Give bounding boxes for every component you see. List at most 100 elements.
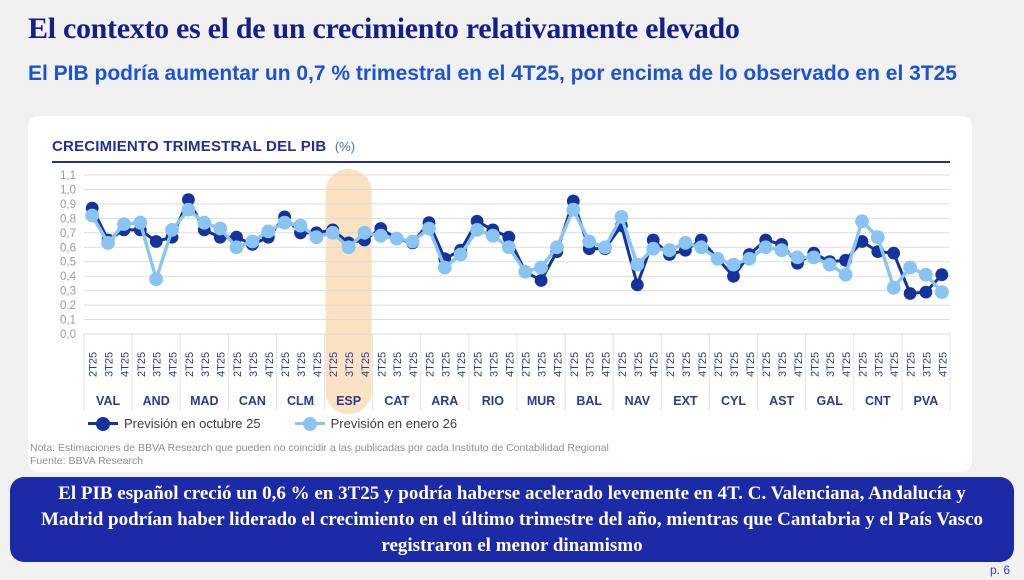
x-tick-label: 4T25: [793, 352, 805, 377]
region-label: GAL: [817, 394, 844, 408]
data-point-enero: [229, 240, 244, 255]
data-point-enero: [470, 223, 484, 237]
region-label: CNT: [865, 394, 891, 408]
x-tick-label: 3T25: [729, 352, 741, 377]
region-label: BAL: [576, 394, 602, 408]
summary-banner-text: El PIB español creció un 0,6 % en 3T25 y…: [40, 482, 984, 556]
x-tick-label: 4T25: [216, 352, 228, 377]
x-tick-label: 3T25: [296, 352, 308, 377]
x-tick-label: 4T25: [456, 352, 468, 377]
x-tick-label: 2T25: [809, 352, 821, 377]
pib-quarterly-growth-chart: 0,0 0,1 0,2 0,3 0,4 0,5 0,6 0,7 0,8 0,9 1,0 1,1 2T25…: [60, 169, 951, 414]
legend-marker-octubre: [88, 416, 118, 431]
y-tick-label: 0,7: [60, 228, 76, 240]
chart-note-line1: Nota: Estimaciones de BBVA Research que …: [30, 442, 609, 454]
data-point-enero: [855, 214, 869, 229]
data-point-enero: [486, 228, 500, 243]
x-tick-label: 2T25: [761, 352, 773, 377]
x-tick-label: 4T25: [408, 352, 420, 377]
legend-marker-enero: [294, 416, 325, 431]
data-point-enero: [373, 228, 388, 243]
data-point-enero: [357, 225, 372, 240]
data-point-enero: [85, 208, 100, 223]
y-tick-label: 0,0: [60, 329, 76, 341]
data-point-enero: [646, 241, 661, 256]
data-point-octubre: [534, 274, 548, 287]
data-point-enero: [149, 272, 164, 286]
x-tick-label: 2T25: [328, 352, 340, 377]
data-point-enero: [501, 240, 516, 255]
x-tick-label: 3T25: [392, 352, 404, 377]
data-point-enero: [117, 217, 131, 231]
x-tick-label: 3T25: [825, 352, 837, 377]
chart-note-line2: Fuente: BBVA Research: [30, 455, 144, 467]
chart-panel: CRECIMIENTO TRIMESTRAL DEL PIB (%) 0,0 0,…: [28, 116, 972, 472]
legend-dot-enero: [302, 416, 317, 431]
series-line-octubre: [90, 196, 943, 296]
y-tick-label: 1,0: [60, 185, 76, 197]
data-point-octubre: [149, 235, 163, 248]
data-point-enero: [389, 231, 404, 246]
y-tick-label: 0,2: [60, 300, 76, 312]
x-tick-label: 4T25: [504, 352, 516, 377]
x-tick-label: 2T25: [858, 352, 870, 377]
summary-banner: El PIB español creció un 0,6 % en 3T25 y…: [10, 477, 1014, 562]
x-tick-label: 2T25: [521, 352, 533, 377]
x-tick-label: 2T25: [473, 352, 485, 377]
data-point-enero: [133, 215, 148, 230]
y-tick-label: 0,8: [60, 213, 76, 225]
data-point-enero: [838, 267, 853, 282]
y-tick-label: 0,6: [60, 242, 76, 254]
data-point-enero: [919, 267, 933, 282]
x-tick-label: 2T25: [617, 352, 629, 377]
region-label: EXT: [673, 394, 698, 408]
data-point-octubre: [727, 269, 740, 283]
data-point-enero: [934, 285, 949, 299]
x-tick-label: 4T25: [312, 352, 324, 377]
region-label: MUR: [527, 394, 555, 408]
y-tick-label: 0,3: [60, 286, 76, 298]
legend-item-enero: Previsión en enero 26: [294, 416, 458, 431]
y-tick-label: 0,9: [60, 199, 76, 211]
data-point-octubre: [887, 246, 901, 260]
y-tick-label: 0,1: [60, 315, 76, 327]
x-tick-label: 2T25: [232, 352, 244, 377]
x-tick-label: 2T25: [280, 352, 292, 377]
data-point-enero: [678, 236, 693, 250]
data-point-enero: [566, 202, 581, 217]
legend-item-octubre: Previsión en octubre 25: [88, 416, 261, 431]
x-tick-label: 4T25: [649, 352, 661, 377]
y-tick-label: 0,5: [60, 257, 76, 269]
data-point-enero: [694, 240, 709, 255]
legend-label-enero: Previsión en enero 26: [330, 416, 458, 431]
x-tick-label: 3T25: [440, 352, 452, 377]
data-point-enero: [598, 240, 612, 255]
data-point-enero: [758, 240, 773, 255]
data-point-octubre: [855, 235, 869, 248]
region-label: ESP: [336, 394, 361, 408]
x-tick-label: 3T25: [873, 352, 885, 377]
region-label: CYL: [721, 394, 746, 408]
data-point-enero: [742, 251, 757, 266]
region-label: PVA: [914, 394, 939, 408]
x-tick-label: 4T25: [601, 352, 613, 377]
x-tick-label: 3T25: [585, 352, 597, 377]
x-tick-label: 3T25: [921, 352, 933, 377]
region-label: AND: [143, 394, 170, 408]
data-point-enero: [277, 215, 292, 230]
x-tick-label: 3T25: [248, 352, 260, 377]
data-point-enero: [806, 250, 821, 265]
slide-title: El contexto es el de un crecimiento rela…: [28, 12, 740, 45]
data-point-enero: [662, 243, 677, 258]
data-point-enero: [903, 260, 917, 275]
x-tick-label: 4T25: [168, 352, 180, 377]
data-point-octubre: [903, 287, 917, 300]
data-point-enero: [886, 280, 901, 295]
chart-title: CRECIMIENTO TRIMESTRAL DEL PIB: [52, 138, 327, 155]
data-point-octubre: [630, 278, 644, 292]
region-label: CLM: [287, 394, 314, 408]
data-point-enero: [582, 234, 597, 249]
data-point-enero: [325, 225, 340, 240]
data-point-enero: [870, 230, 885, 245]
x-tick-label: 3T25: [152, 352, 164, 377]
